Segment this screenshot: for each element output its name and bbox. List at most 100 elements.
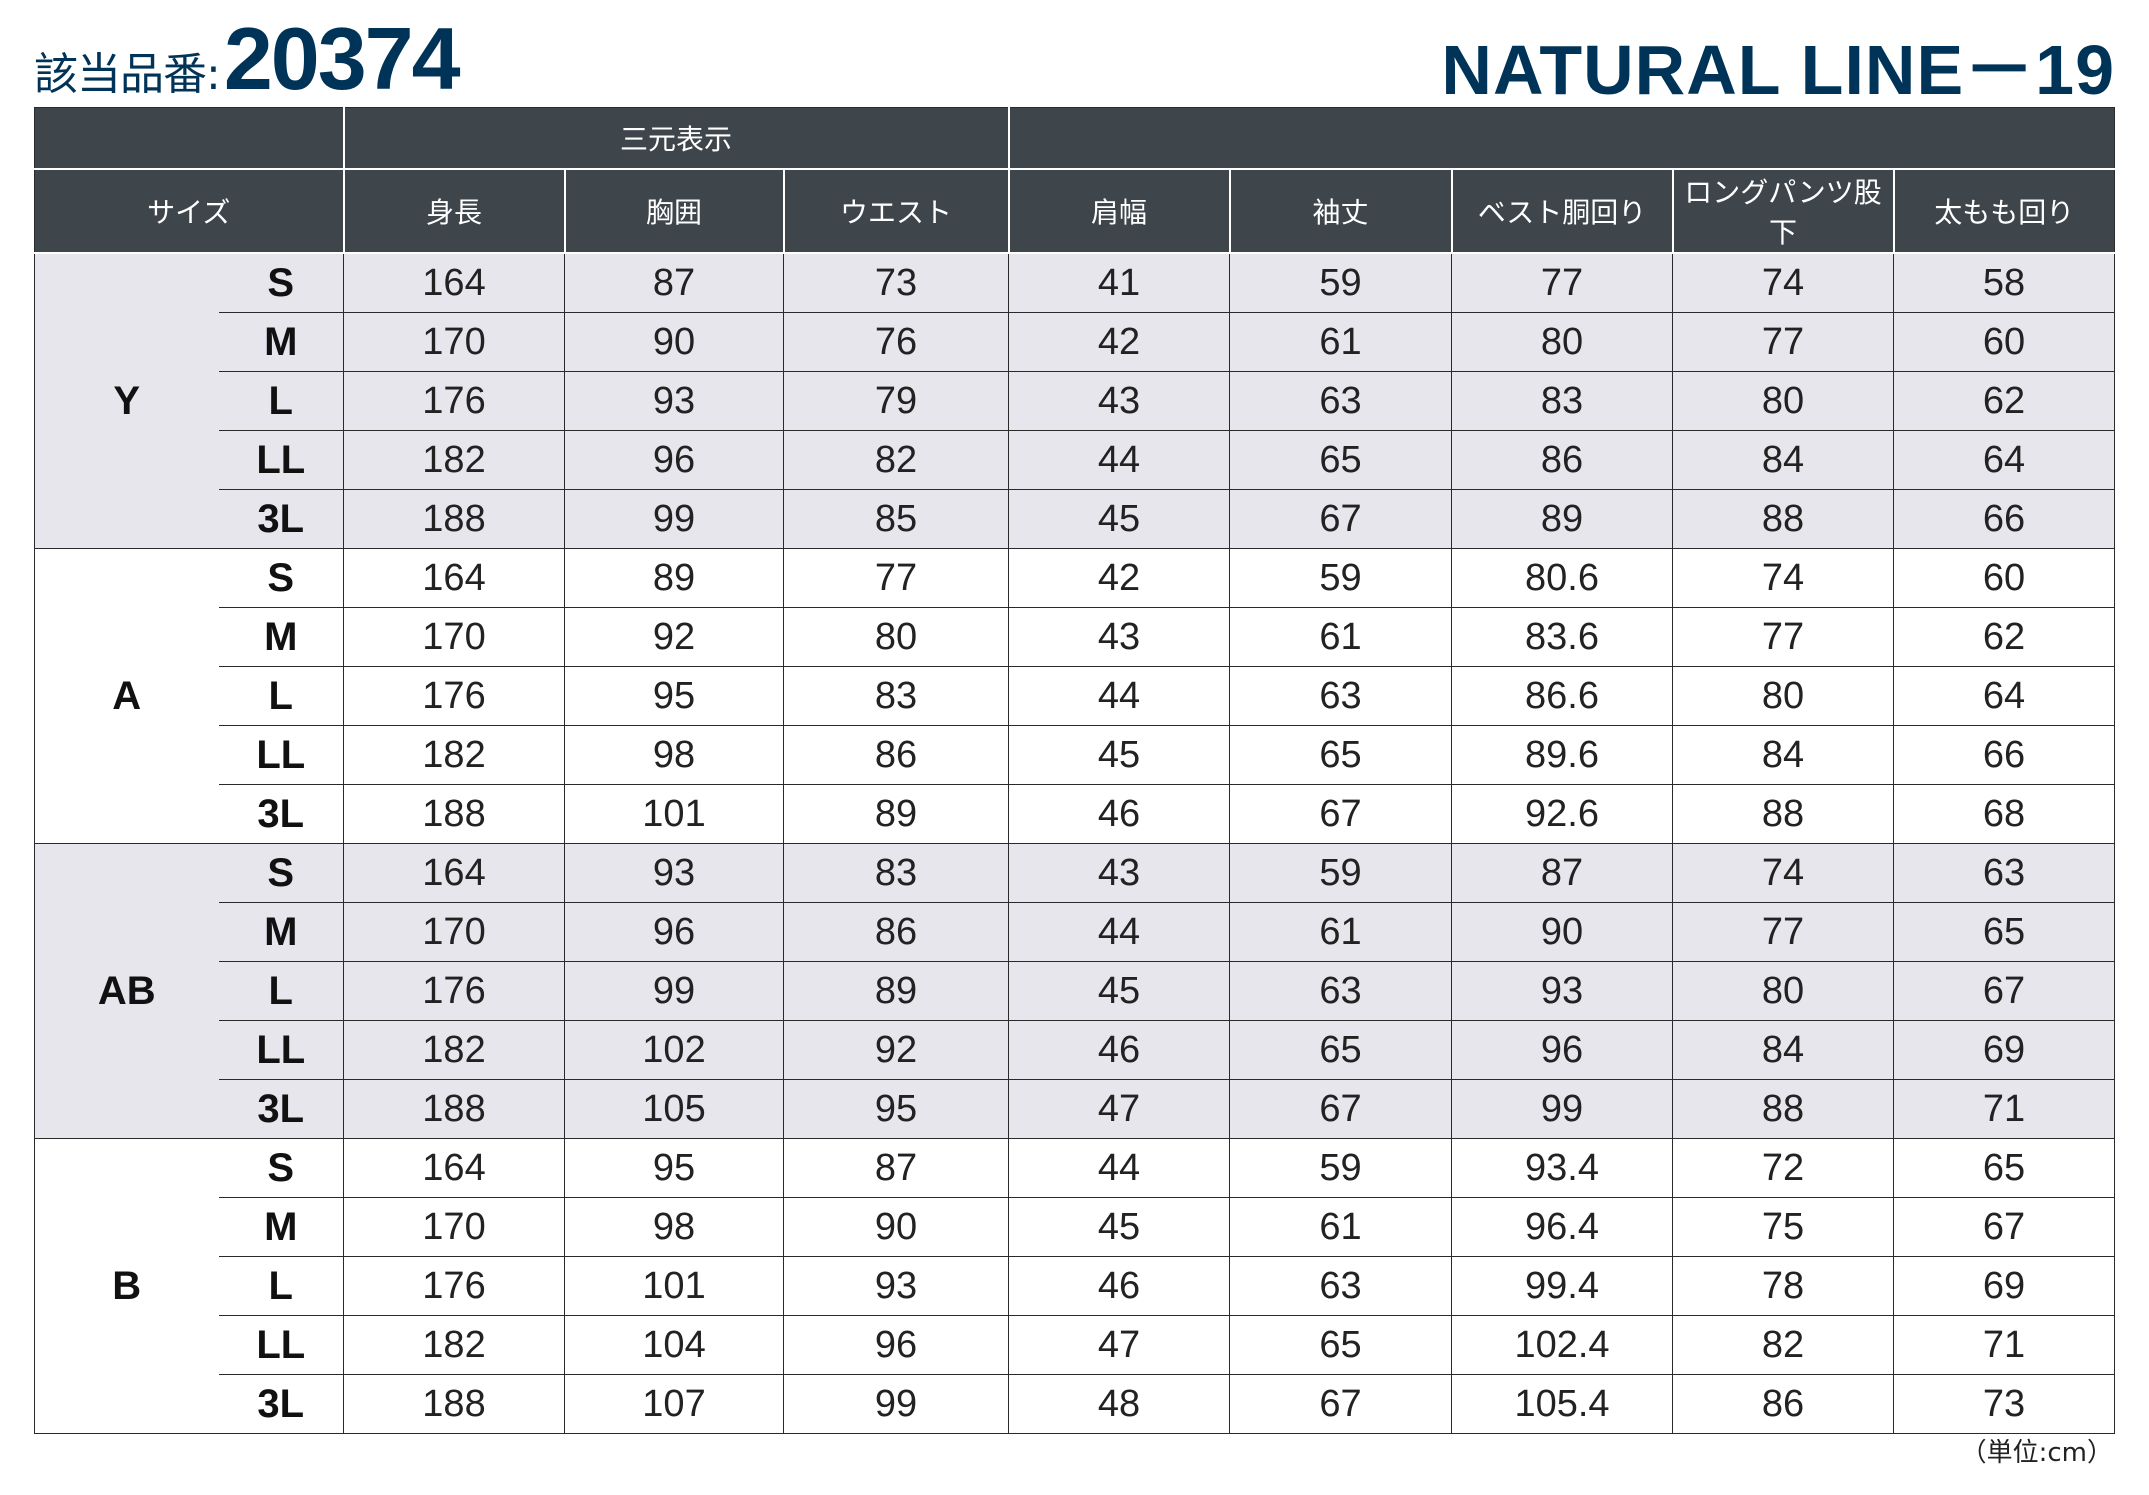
measurement-cell: 93.4 <box>1451 1138 1673 1198</box>
table-row: 3L 188 107 99 48 67 105.4 86 73 <box>35 1374 2116 1434</box>
measurement-cell: 188 <box>343 489 565 549</box>
measurement-cell: 44 <box>1008 902 1230 962</box>
measurement-cell: 85 <box>783 489 1009 549</box>
measurement-cell: 82 <box>1672 1315 1894 1375</box>
measurement-cell: 84 <box>1672 725 1894 785</box>
measurement-cell: 72 <box>1672 1138 1894 1198</box>
measurement-cell: 82 <box>783 430 1009 490</box>
measurement-cell: 90 <box>564 312 784 372</box>
measurement-cell: 47 <box>1008 1079 1230 1139</box>
table-row: AB S 164 93 83 43 59 87 74 63 <box>34 843 2116 1139</box>
measurement-cell: 60 <box>1892 312 2116 372</box>
measurement-cell: 74 <box>1672 843 1894 903</box>
measurement-cell: 42 <box>1008 548 1230 608</box>
measurement-cell: 99.4 <box>1451 1256 1673 1316</box>
measurement-cell: 93 <box>783 1256 1009 1316</box>
measurement-cell: 61 <box>1229 312 1452 372</box>
header-blank-right <box>1007 107 2115 170</box>
measurement-cell: 43 <box>1008 371 1230 431</box>
measurement-cell: 59 <box>1229 252 1452 313</box>
measurement-cell: 170 <box>343 902 565 962</box>
measurement-cell: 90 <box>1451 902 1673 962</box>
measurement-cell: 62 <box>1892 607 2116 667</box>
table-row: M 170 90 76 42 61 80 77 60 <box>35 312 2116 372</box>
size-label: S <box>218 1138 344 1198</box>
measurement-cell: 80 <box>1672 961 1894 1021</box>
measurement-cell: 176 <box>343 961 565 1021</box>
measurement-cell: 83 <box>783 666 1009 726</box>
measurement-cell: 84 <box>1672 430 1894 490</box>
measurement-cell: 86 <box>1672 1374 1894 1434</box>
column-header: 肩幅 <box>1007 169 1231 254</box>
measurement-cell: 83 <box>783 843 1009 903</box>
measurement-cell: 93 <box>564 371 784 431</box>
header-blank <box>34 107 345 170</box>
measurement-cell: 59 <box>1229 843 1452 903</box>
table-row: 3L 188 105 95 47 67 99 88 71 <box>35 1079 2116 1139</box>
measurement-cell: 77 <box>783 548 1009 608</box>
table-row: LL 182 104 96 47 65 102.4 82 71 <box>35 1315 2116 1375</box>
table-row: Y S 164 87 73 41 59 77 74 58 <box>34 252 2116 549</box>
measurement-cell: 176 <box>343 666 565 726</box>
measurement-cell: 86 <box>783 725 1009 785</box>
measurement-cell: 45 <box>1008 1197 1230 1257</box>
measurement-cell: 88 <box>1672 784 1894 844</box>
measurement-cell: 65 <box>1229 430 1452 490</box>
measurement-cell: 83.6 <box>1451 607 1673 667</box>
measurement-cell: 63 <box>1892 843 2116 903</box>
size-label: L <box>218 371 344 431</box>
measurement-cell: 73 <box>1892 1374 2116 1434</box>
measurement-cell: 182 <box>343 1020 565 1080</box>
measurement-cell: 88 <box>1672 1079 1894 1139</box>
table-row: L 176 99 89 45 63 93 80 67 <box>35 961 2116 1021</box>
size-label: M <box>218 312 344 372</box>
measurement-cell: 76 <box>783 312 1009 372</box>
size-label: 3L <box>218 1374 344 1434</box>
measurement-cell: 65 <box>1229 725 1452 785</box>
measurement-cell: 176 <box>343 371 565 431</box>
measurement-cell: 58 <box>1892 252 2116 313</box>
measurement-cell: 102.4 <box>1451 1315 1673 1375</box>
measurement-cell: 47 <box>1008 1315 1230 1375</box>
measurement-cell: 67 <box>1229 1374 1452 1434</box>
measurement-cell: 67 <box>1892 1197 2116 1257</box>
measurement-cell: 61 <box>1229 607 1452 667</box>
measurement-cell: 99 <box>564 489 784 549</box>
measurement-cell: 80 <box>783 607 1009 667</box>
size-label: M <box>218 607 344 667</box>
measurement-cell: 44 <box>1008 666 1230 726</box>
body-type-label: AB <box>34 843 219 1139</box>
column-header: 袖丈 <box>1228 169 1453 254</box>
size-label: L <box>218 1256 344 1316</box>
measurement-cell: 63 <box>1229 961 1452 1021</box>
measurement-cell: 95 <box>783 1079 1009 1139</box>
measurement-cell: 93 <box>564 843 784 903</box>
measurement-cell: 87 <box>1451 843 1673 903</box>
measurement-cell: 188 <box>343 1079 565 1139</box>
measurement-cell: 43 <box>1008 607 1230 667</box>
measurement-cell: 95 <box>564 1138 784 1198</box>
measurement-cell: 90 <box>783 1197 1009 1257</box>
table-row: LL 182 96 82 44 65 86 84 64 <box>35 430 2116 490</box>
measurement-cell: 80 <box>1672 371 1894 431</box>
measurement-cell: 71 <box>1892 1079 2116 1139</box>
measurement-cell: 182 <box>343 1315 565 1375</box>
measurement-cell: 73 <box>783 252 1009 313</box>
measurement-cell: 64 <box>1892 430 2116 490</box>
measurement-cell: 69 <box>1892 1256 2116 1316</box>
measurement-cell: 75 <box>1672 1197 1894 1257</box>
measurement-cell: 96.4 <box>1451 1197 1673 1257</box>
measurement-cell: 60 <box>1892 548 2116 608</box>
table-row: M 170 98 90 45 61 96.4 75 67 <box>35 1197 2116 1257</box>
size-label: 3L <box>218 1079 344 1139</box>
measurement-cell: 45 <box>1008 725 1230 785</box>
measurement-cell: 63 <box>1229 371 1452 431</box>
measurement-cell: 59 <box>1229 548 1452 608</box>
measurement-cell: 170 <box>343 607 565 667</box>
measurement-cell: 68 <box>1892 784 2116 844</box>
measurement-cell: 46 <box>1008 784 1230 844</box>
measurement-cell: 84 <box>1672 1020 1894 1080</box>
table-row: 3L 188 99 85 45 67 89 88 66 <box>35 489 2116 549</box>
column-header: 身長 <box>342 169 566 254</box>
measurement-cell: 107 <box>564 1374 784 1434</box>
